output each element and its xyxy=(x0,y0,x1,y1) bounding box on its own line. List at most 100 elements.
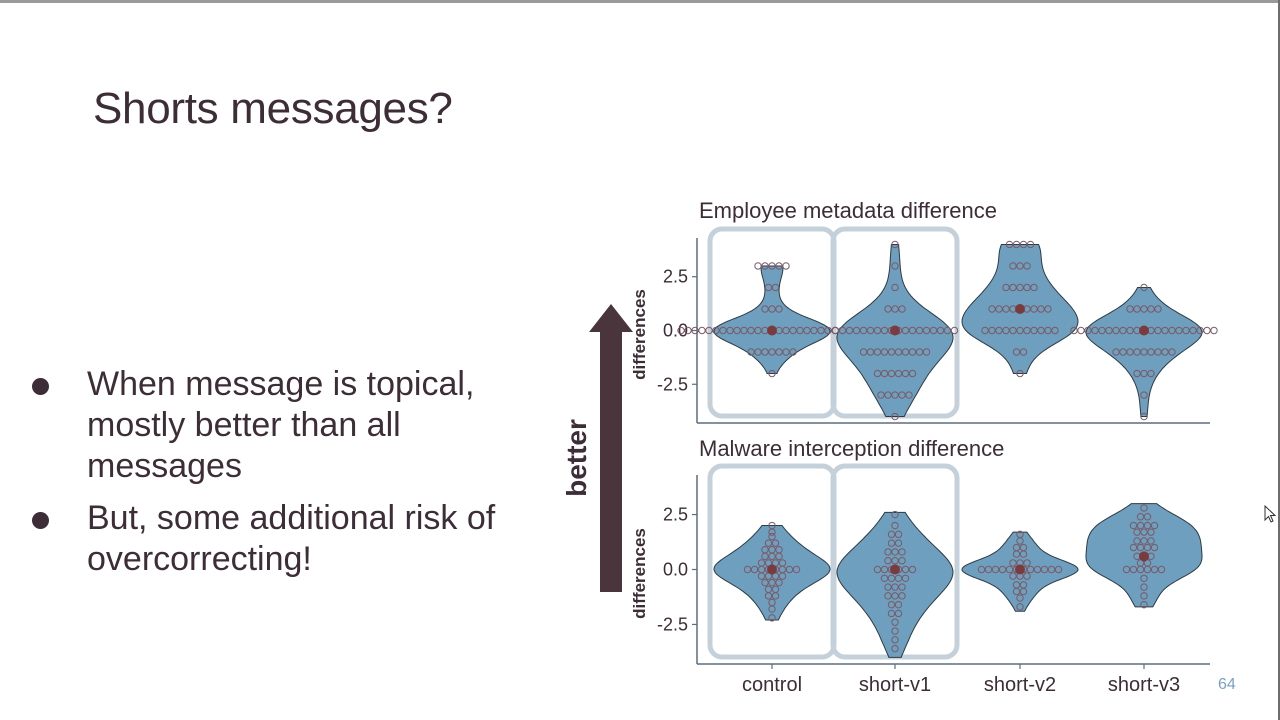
data-point xyxy=(1002,305,1010,313)
data-point xyxy=(1136,543,1145,552)
data-point xyxy=(873,369,882,378)
data-point xyxy=(1037,326,1045,335)
data-point xyxy=(995,305,1003,313)
y-tick-label: 0.0 xyxy=(663,321,688,341)
data-point xyxy=(757,572,766,580)
data-point xyxy=(891,583,899,591)
data-point xyxy=(901,348,910,356)
data-point xyxy=(754,262,762,270)
data-point xyxy=(1143,521,1152,530)
data-point xyxy=(894,369,903,378)
data-point xyxy=(1126,326,1134,335)
data-point xyxy=(771,539,780,547)
data-point xyxy=(1051,326,1059,335)
data-point xyxy=(1016,594,1024,602)
data-point xyxy=(1002,283,1010,292)
data-point xyxy=(1012,348,1021,356)
data-point xyxy=(838,326,847,335)
data-point xyxy=(884,592,892,600)
data-point xyxy=(1016,603,1024,611)
data-point xyxy=(873,565,882,574)
data-point xyxy=(1126,348,1134,356)
data-point xyxy=(1091,326,1099,335)
data-point xyxy=(1016,262,1024,270)
y-tick-label: -2.5 xyxy=(657,614,688,634)
data-point xyxy=(915,348,924,356)
better-arrow-label: better xyxy=(561,419,592,497)
data-point xyxy=(782,326,790,335)
data-point xyxy=(768,552,776,561)
data-point xyxy=(908,348,917,356)
data-point xyxy=(884,548,892,556)
data-point xyxy=(764,539,773,547)
y-tick-label: 2.5 xyxy=(663,505,688,525)
data-point xyxy=(1019,240,1028,249)
data-point xyxy=(1143,565,1152,574)
data-point xyxy=(1047,565,1056,574)
data-point xyxy=(901,369,910,378)
data-point xyxy=(1023,283,1031,292)
y-axis-label: differences xyxy=(630,289,649,380)
data-point xyxy=(908,326,917,335)
data-point xyxy=(768,305,776,313)
data-point xyxy=(984,565,993,574)
bullet-dot-icon xyxy=(32,512,49,529)
data-point xyxy=(1140,348,1148,356)
data-point xyxy=(1150,543,1159,552)
data-point xyxy=(988,326,996,335)
data-point xyxy=(1005,565,1014,574)
x-tick-label: short-v1 xyxy=(859,674,931,696)
data-point xyxy=(1033,565,1042,574)
data-point xyxy=(905,391,913,399)
data-point xyxy=(880,326,889,335)
bullet-item: When message is topical, mostly better t… xyxy=(30,364,550,487)
data-point xyxy=(891,305,899,313)
data-point xyxy=(1044,305,1052,313)
data-point xyxy=(768,578,776,587)
data-point xyxy=(743,565,752,574)
data-point xyxy=(1140,369,1148,378)
data-point xyxy=(733,326,741,335)
data-point xyxy=(943,326,952,335)
bullet-list: When message is topical, mostly better t… xyxy=(30,364,550,591)
x-tick-label: control xyxy=(742,674,802,696)
data-point xyxy=(1129,543,1138,552)
data-point xyxy=(1023,559,1031,567)
page-number: 64 xyxy=(1218,676,1236,693)
data-point xyxy=(908,565,917,574)
bullet-dot-icon xyxy=(32,378,49,395)
data-point xyxy=(691,326,699,335)
data-point xyxy=(775,552,783,561)
data-point xyxy=(950,326,959,335)
data-point xyxy=(880,348,889,356)
data-point xyxy=(852,326,861,335)
data-point xyxy=(1140,504,1148,512)
data-point xyxy=(1026,565,1035,574)
violin-panel: Employee metadata difference differences 2… xyxy=(630,198,1218,424)
data-point xyxy=(785,565,794,574)
data-point xyxy=(1161,348,1169,356)
data-point xyxy=(887,609,896,618)
data-point xyxy=(768,528,776,536)
data-point xyxy=(1175,326,1183,335)
data-point xyxy=(1150,565,1159,574)
data-point xyxy=(891,510,899,519)
data-point xyxy=(684,326,692,335)
violin-figure: better Employee metadata difference diffe… xyxy=(561,198,1218,696)
data-point xyxy=(891,592,899,600)
mean-marker xyxy=(890,325,900,336)
data-point xyxy=(887,574,896,582)
data-point xyxy=(866,326,875,335)
data-point xyxy=(991,565,1000,574)
data-point xyxy=(908,369,917,378)
data-point xyxy=(775,348,783,356)
data-point xyxy=(891,644,899,653)
data-point xyxy=(901,326,910,335)
data-point xyxy=(1147,348,1155,356)
data-point xyxy=(1112,326,1120,335)
data-point xyxy=(768,614,776,622)
data-point xyxy=(1140,592,1148,600)
data-point xyxy=(1009,262,1017,270)
data-point xyxy=(1005,240,1014,249)
data-point xyxy=(1133,348,1141,356)
